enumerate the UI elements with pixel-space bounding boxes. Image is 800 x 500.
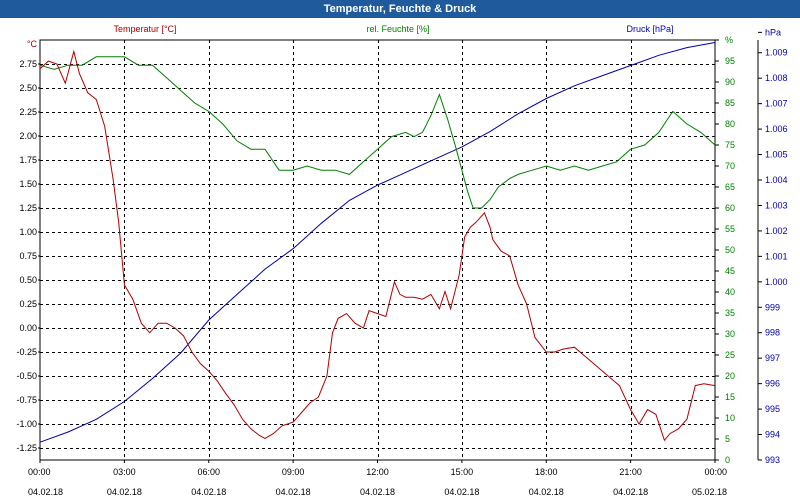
y-tick-label-temp: 0.75 bbox=[19, 251, 37, 261]
window-title: Temperatur, Feuchte & Druck bbox=[0, 0, 800, 18]
y-tick-label-temp: 1.00 bbox=[19, 227, 37, 237]
y-tick-label-hum: 15 bbox=[725, 392, 735, 402]
y-tick-label-press: 998 bbox=[765, 328, 780, 338]
y-tick-label-hum: 60 bbox=[725, 203, 735, 213]
y-tick-label-temp: 1.75 bbox=[19, 155, 37, 165]
y-tick-label-hum: 55 bbox=[725, 224, 735, 234]
y-tick-label-press: hPa bbox=[765, 27, 781, 37]
x-tick-label-date: 04.02.18 bbox=[529, 487, 564, 497]
y-tick-label-temp: 0.00 bbox=[19, 323, 37, 333]
y-tick-label-press: 1.006 bbox=[765, 124, 788, 134]
y-tick-label-hum: 35 bbox=[725, 308, 735, 318]
x-tick-label-time: 06:00 bbox=[197, 467, 220, 477]
series-line-feuchte bbox=[39, 56, 716, 209]
y-tick-label-temp: 2.00 bbox=[19, 131, 37, 141]
y-tick-label-hum: 40 bbox=[725, 287, 735, 297]
y-tick-label-press: 996 bbox=[765, 379, 780, 389]
y-tick-label-hum: 50 bbox=[725, 245, 735, 255]
x-tick-label-time: 09:00 bbox=[282, 467, 305, 477]
x-tick-label-time: 00:00 bbox=[704, 467, 727, 477]
x-tick-label-time: 00:00 bbox=[28, 467, 51, 477]
y-tick-label-hum: 20 bbox=[725, 371, 735, 381]
y-tick-label-temp: -0.25 bbox=[16, 347, 37, 357]
y-axis-unit-temp: °C bbox=[27, 39, 38, 49]
y-tick-label-temp: -0.50 bbox=[16, 371, 37, 381]
y-tick-label-press: 993 bbox=[765, 455, 780, 465]
y-tick-label-hum: 10 bbox=[725, 413, 735, 423]
y-tick-label-hum: 80 bbox=[725, 119, 735, 129]
y-tick-label-temp: 1.50 bbox=[19, 179, 37, 189]
y-tick-label-hum: 25 bbox=[725, 350, 735, 360]
y-tick-label-temp: -0.75 bbox=[16, 395, 37, 405]
y-tick-label-press: 1.009 bbox=[765, 48, 788, 58]
plot-area bbox=[39, 39, 716, 461]
y-tick-label-temp: 0.50 bbox=[19, 275, 37, 285]
y-tick-label-temp: 2.50 bbox=[19, 83, 37, 93]
x-tick-label-date: 04.02.18 bbox=[360, 487, 395, 497]
x-tick-label-date: 04.02.18 bbox=[107, 487, 142, 497]
series-line-druck bbox=[39, 42, 716, 443]
x-tick-label-date: 04.02.18 bbox=[28, 487, 63, 497]
y-tick-label-hum: 95 bbox=[725, 56, 735, 66]
legend-hum: rel. Feuchte [%] bbox=[366, 24, 429, 34]
chart: 2.75 2.50 2.25 2.00 1.75 1.50 1.25 1.00 0.75 0.50… bbox=[16, 24, 788, 497]
y-tick-label-press: 994 bbox=[765, 430, 780, 440]
y-tick-label-temp: 2.75 bbox=[19, 59, 37, 69]
y-tick-label-hum: 0 bbox=[725, 455, 730, 465]
y-tick-label-press: 999 bbox=[765, 302, 780, 312]
y-tick-label-temp: -1.25 bbox=[16, 443, 37, 453]
y-tick-label-temp: 2.25 bbox=[19, 107, 37, 117]
y-tick-label-press: 1.001 bbox=[765, 251, 788, 261]
x-tick-label-time: 21:00 bbox=[619, 467, 642, 477]
legend-press: Druck [hPa] bbox=[626, 24, 673, 34]
x-tick-label-time: 12:00 bbox=[366, 467, 389, 477]
x-tick-label-time: 15:00 bbox=[451, 467, 474, 477]
legend-temp: Temperatur [°C] bbox=[113, 24, 176, 34]
y-tick-label-press: 1.000 bbox=[765, 277, 788, 287]
x-tick-label-date: 04.02.18 bbox=[613, 487, 648, 497]
x-tick-label-time: 18:00 bbox=[535, 467, 558, 477]
x-tick-label-date: 04.02.18 bbox=[444, 487, 479, 497]
y-tick-label-press: 1.004 bbox=[765, 175, 788, 185]
y-tick-label-hum: % bbox=[725, 35, 733, 45]
y-tick-label-hum: 90 bbox=[725, 77, 735, 87]
y-tick-label-hum: 70 bbox=[725, 161, 735, 171]
y-tick-label-press: 1.005 bbox=[765, 150, 788, 160]
series-line-temperatur bbox=[39, 49, 716, 442]
y-tick-label-temp: -1.00 bbox=[16, 419, 37, 429]
y-tick-label-temp: 1.25 bbox=[19, 203, 37, 213]
y-tick-label-hum: 65 bbox=[725, 182, 735, 192]
x-tick-label-time: 03:00 bbox=[113, 467, 136, 477]
y-tick-label-press: 995 bbox=[765, 404, 780, 414]
y-tick-label-hum: 45 bbox=[725, 266, 735, 276]
y-tick-label-press: 1.003 bbox=[765, 200, 788, 210]
y-tick-label-press: 1.007 bbox=[765, 99, 788, 109]
y-tick-label-temp: 0.25 bbox=[19, 299, 37, 309]
y-tick-label-press: 1.008 bbox=[765, 73, 788, 83]
y-tick-label-hum: 75 bbox=[725, 140, 735, 150]
x-tick-label-date: 04.02.18 bbox=[276, 487, 311, 497]
y-tick-label-press: 1.002 bbox=[765, 226, 788, 236]
y-tick-label-hum: 85 bbox=[725, 98, 735, 108]
y-tick-label-press: 997 bbox=[765, 353, 780, 363]
y-tick-label-hum: 5 bbox=[725, 434, 730, 444]
x-tick-label-date: 05.02.18 bbox=[692, 487, 727, 497]
x-tick-label-date: 04.02.18 bbox=[191, 487, 226, 497]
y-tick-label-hum: 30 bbox=[725, 329, 735, 339]
